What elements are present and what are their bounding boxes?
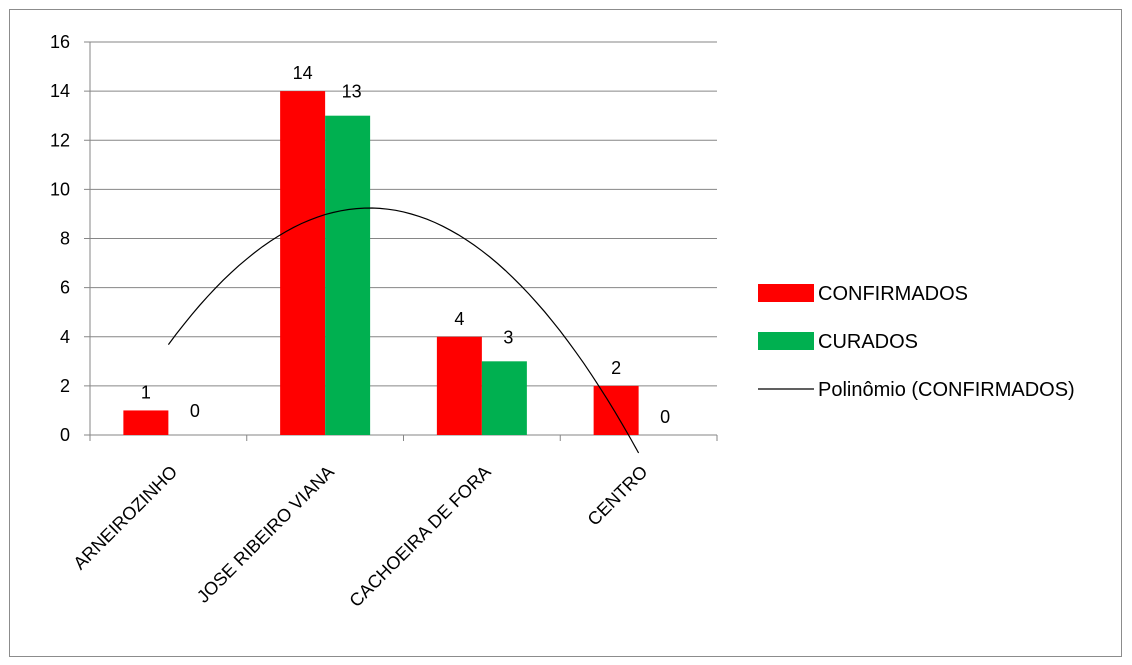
chart-area: 0 2 4 6 8 10 12 14 16 ARNEIROZINHO JOSE RIBEIRO VI… xyxy=(9,9,1122,657)
x-tick-label: CENTRO xyxy=(584,462,652,530)
y-tick-label: 0 xyxy=(60,425,70,445)
bars xyxy=(123,91,639,435)
legend-label: CONFIRMADOS xyxy=(818,283,968,305)
data-label: 13 xyxy=(342,82,362,102)
legend-label: CURADOS xyxy=(818,331,918,353)
data-label: 14 xyxy=(293,63,313,83)
bar-curados xyxy=(481,361,527,435)
legend-label: Polinômio (CONFIRMADOS) xyxy=(818,379,1075,401)
bar-confirmados xyxy=(593,385,639,435)
bar-curados xyxy=(325,115,371,435)
gridlines xyxy=(90,41,717,387)
y-tick-label: 12 xyxy=(50,130,70,150)
data-label: 4 xyxy=(454,309,464,329)
bar-confirmados xyxy=(123,410,169,435)
y-tick-label: 10 xyxy=(50,179,70,199)
y-tick-label: 4 xyxy=(60,327,70,347)
y-tick-label: 6 xyxy=(60,278,70,298)
data-label: 2 xyxy=(611,358,621,378)
data-labels: 1 14 4 2 0 13 3 0 xyxy=(141,63,670,427)
bar-confirmados xyxy=(436,336,482,435)
data-label: 3 xyxy=(503,327,513,347)
data-label: 1 xyxy=(141,382,151,402)
y-tick-label: 14 xyxy=(50,81,70,101)
polynomial-trendline xyxy=(167,207,640,454)
y-tick-label: 8 xyxy=(60,229,70,249)
legend-swatch-confirmados xyxy=(758,284,814,302)
data-label: 0 xyxy=(190,401,200,421)
y-tick-label: 2 xyxy=(60,376,70,396)
x-tick-label: JOSE RIBEIRO VIANA xyxy=(193,462,338,607)
data-label: 0 xyxy=(660,407,670,427)
legend-swatch-curados xyxy=(758,332,814,350)
y-tick-label: 16 xyxy=(50,32,70,52)
bar-confirmados xyxy=(280,91,326,435)
x-tick-label: ARNEIROZINHO xyxy=(69,462,181,574)
trendline xyxy=(167,207,640,454)
x-tick-label: CACHOEIRA DE FORA xyxy=(345,462,494,611)
legend: CONFIRMADOS CURADOS Polinômio (CONFIRMADOS… xyxy=(758,283,1075,401)
